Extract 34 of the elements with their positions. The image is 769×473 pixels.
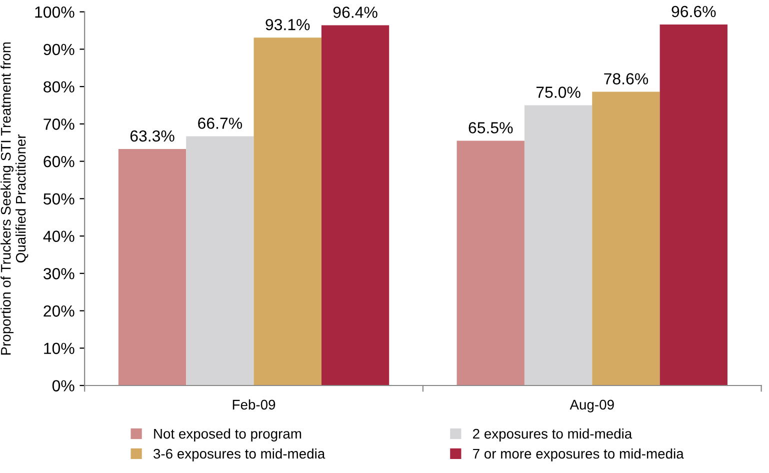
data-label: 96.4% [333,6,378,18]
y-tick-label: 30% [44,268,74,280]
data-label: 78.6% [604,73,648,84]
x-tick-label: Aug-09 [570,400,614,412]
legend-label: 2 exposures to mid-media [473,428,632,442]
data-label: 96.6% [672,6,716,18]
legend-label: Not exposed to program [154,428,302,442]
data-label: 65.5% [468,122,513,134]
bar [660,24,728,386]
bar [456,140,524,386]
y-axis-title: Proportion of Truckers Seeking STI Treatment from Qualified Practitioner [0,42,28,355]
y-tick-label: 80% [44,81,74,93]
y-tick-label: 90% [44,44,74,56]
y-tick-label: 40% [43,230,74,242]
y-tick-label: 50% [44,193,74,205]
data-label: 66.7% [198,118,242,129]
data-label: 63.3% [130,130,174,142]
y-tick-label: 100% [35,6,74,18]
bar [321,25,390,386]
bar [186,136,254,386]
legend-label: 3-6 exposures to mid-media [154,448,326,462]
y-tick-label: 0% [52,380,74,392]
y-tick-label: 70% [44,118,74,130]
data-label: 75.0% [536,86,580,98]
y-tick-label: 60% [44,156,74,168]
y-tick-label: 10% [44,342,74,354]
bar [254,38,322,386]
bar [592,92,660,386]
bar [118,148,186,386]
x-tick-label: Feb-09 [232,399,276,410]
bar [524,105,592,386]
y-tick-label: 20% [44,305,74,317]
legend-label: 7 or more exposures to mid-media [473,448,684,462]
data-label: 93.1% [266,18,310,30]
